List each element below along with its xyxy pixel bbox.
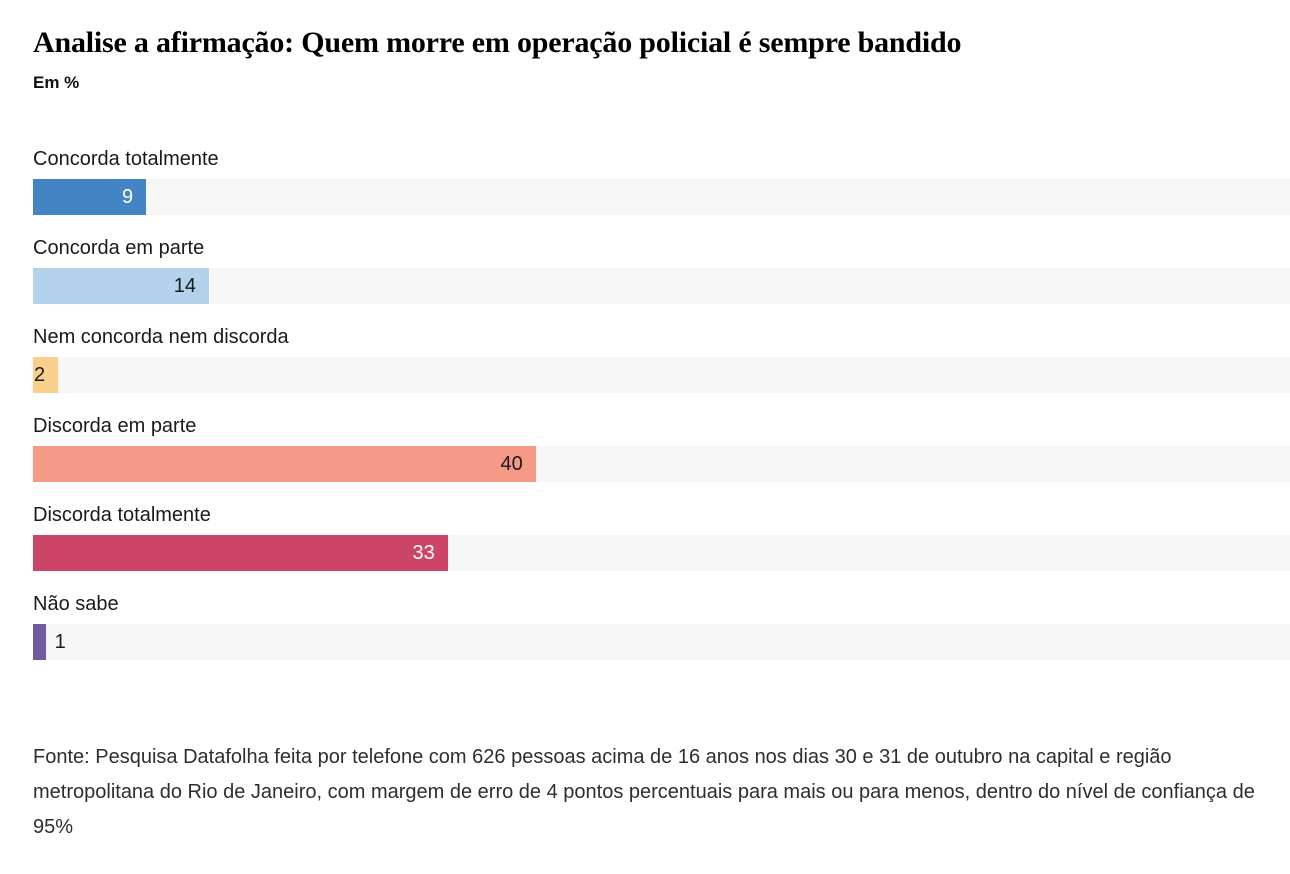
bar-label: Concorda em parte [33, 237, 205, 259]
bar [33, 446, 536, 482]
page: Analise a afirmação: Quem morre em opera… [33, 26, 1290, 838]
bar-label: Nem concorda nem discorda [33, 326, 289, 348]
bar [33, 535, 448, 571]
bar-row: Discorda totalmente 33 [33, 502, 1290, 571]
bar-track: 14 [33, 268, 1290, 304]
bar [33, 624, 46, 660]
bar-row: Concorda totalmente 9 [33, 146, 1290, 215]
source-note: Fonte: Pesquisa Datafolha feita por tele… [33, 746, 1255, 838]
bar [33, 268, 209, 304]
bar-value: 14 [173, 275, 196, 297]
bar-label: Concorda totalmente [33, 148, 219, 170]
bar-value: 1 [54, 631, 66, 653]
bar-row: Não sabe 1 [33, 591, 1290, 660]
bar-value: 9 [122, 186, 134, 208]
bar-track: 33 [33, 535, 1290, 571]
bar-track: 1 [33, 624, 1290, 660]
bar-label: Discorda em parte [33, 415, 197, 437]
bar [33, 357, 59, 393]
chart-subtitle: Em % [33, 73, 80, 92]
bar [33, 179, 147, 215]
bar-value: 2 [34, 364, 46, 386]
bar-track: 2 [33, 357, 1290, 393]
bar-chart: Concorda totalmente 9 Concorda em parte … [33, 146, 1290, 660]
bar-row: Discorda em parte 40 [33, 413, 1290, 482]
bar-row: Nem concorda nem discorda 2 [33, 324, 1290, 393]
bar-label: Discorda totalmente [33, 504, 211, 526]
bar-track: 9 [33, 179, 1290, 215]
bar-value: 40 [500, 453, 523, 475]
bar-label: Não sabe [33, 593, 119, 615]
bar-value: 33 [412, 542, 435, 564]
bar-track: 40 [33, 446, 1290, 482]
page-title: Analise a afirmação: Quem morre em opera… [33, 26, 962, 59]
bar-row: Concorda em parte 14 [33, 235, 1290, 304]
